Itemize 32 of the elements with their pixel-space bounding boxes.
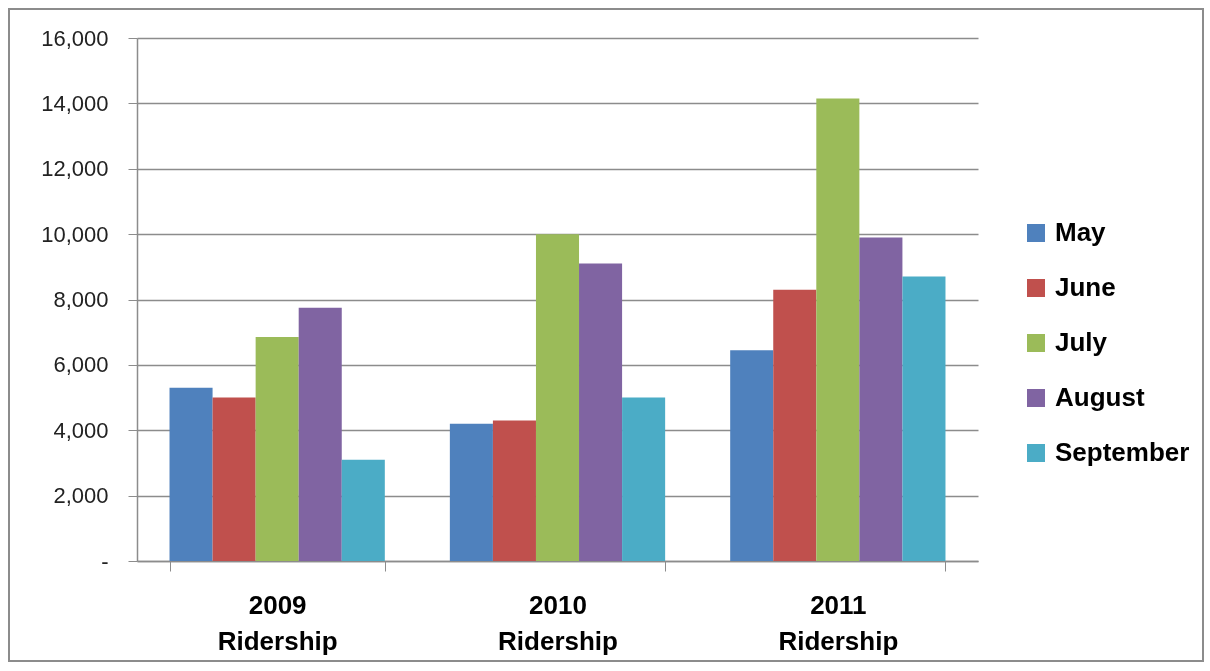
bar bbox=[859, 237, 903, 561]
bar bbox=[902, 276, 946, 561]
bar bbox=[492, 420, 536, 561]
bar bbox=[773, 289, 817, 561]
bar bbox=[449, 423, 493, 561]
y-tick-label: 4,000 bbox=[53, 417, 109, 443]
legend-label: May bbox=[1055, 217, 1107, 247]
y-tick-label: 10,000 bbox=[41, 221, 109, 247]
bar bbox=[169, 387, 213, 561]
x-tick-label: 2009 Ridership bbox=[217, 589, 338, 656]
legend-label: September bbox=[1055, 437, 1190, 467]
legend-label: August bbox=[1055, 382, 1145, 412]
y-tick-label: 14,000 bbox=[41, 90, 109, 116]
y-tick-label: 12,000 bbox=[41, 156, 109, 182]
y-tick-label: 8,000 bbox=[53, 287, 109, 312]
x-tick-label: 2010 Ridership bbox=[498, 589, 618, 656]
bar bbox=[730, 350, 774, 561]
bar bbox=[535, 234, 580, 561]
bar bbox=[579, 263, 623, 561]
x-tick-label: 2011 Ridership bbox=[778, 589, 899, 656]
legend-label: July bbox=[1055, 327, 1108, 357]
y-tick-label: 6,000 bbox=[53, 352, 109, 378]
bar bbox=[255, 337, 299, 561]
bar bbox=[622, 397, 666, 561]
bar bbox=[341, 459, 385, 561]
legend-label: June bbox=[1055, 272, 1116, 302]
bar bbox=[298, 307, 342, 561]
bar bbox=[816, 98, 860, 561]
y-tick-label: 2,000 bbox=[53, 483, 109, 509]
bar bbox=[212, 397, 256, 561]
y-tick-label: - bbox=[101, 548, 109, 574]
y-tick-label: 16,000 bbox=[41, 25, 109, 51]
